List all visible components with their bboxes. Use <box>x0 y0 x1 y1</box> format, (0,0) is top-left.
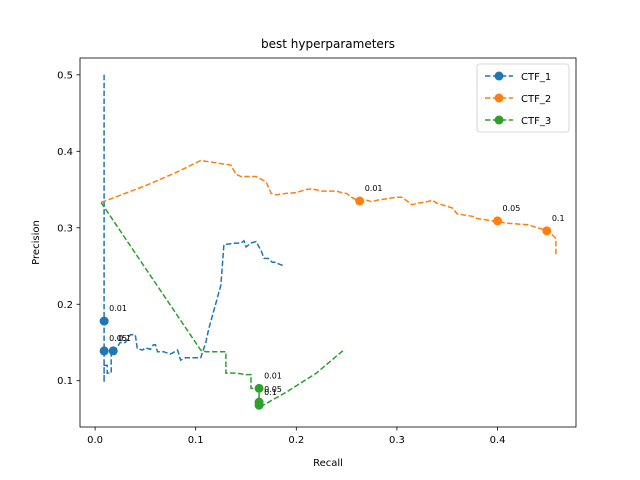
legend-marker <box>494 115 504 125</box>
annotation-ctf_3-2: 0.05 <box>264 385 282 394</box>
x-tick-label: 0.2 <box>288 435 304 446</box>
y-tick-label: 0.3 <box>57 223 73 234</box>
annotations: 0.010.050.10.010.050.10.010.050.1 <box>109 184 564 397</box>
annotation-ctf_2-2: 0.05 <box>503 204 521 213</box>
annotation-ctf_3-3: 0.1 <box>264 388 277 397</box>
annotation-ctf_1-1: 0.01 <box>109 304 127 313</box>
y-tick-label: 0.1 <box>57 376 73 387</box>
legend-marker <box>494 71 504 81</box>
marker-ctf_3-3 <box>254 400 264 410</box>
plot-frame <box>79 57 577 428</box>
marker-ctf_1-3 <box>108 346 118 356</box>
legend-label: CTF_2 <box>521 94 551 105</box>
chart-title: best hyperparameters <box>261 37 395 51</box>
annotation-ctf_1-3: 0.1 <box>118 334 131 343</box>
legend-item-ctf_2: CTF_2 <box>485 93 551 105</box>
plot-area: 0.010.050.10.010.050.10.010.050.1 <box>79 57 577 428</box>
x-tick-label: 0.1 <box>188 435 204 446</box>
x-tick-label: 0.3 <box>389 435 405 446</box>
y-tick-label: 0.2 <box>57 300 73 311</box>
legend-item-ctf_3: CTF_3 <box>485 115 551 127</box>
series-ctf_1 <box>99 74 285 383</box>
x-axis-label: Recall <box>313 458 343 469</box>
annotation-ctf_2-1: 0.01 <box>365 184 383 193</box>
legend-label: CTF_1 <box>521 72 551 83</box>
series-line-ctf_3 <box>100 202 345 409</box>
marker-ctf_2-1 <box>355 196 365 206</box>
x-axis: 0.0 0.1 0.2 0.3 0.4 <box>87 427 505 446</box>
marker-ctf_2-2 <box>493 216 503 226</box>
series-ctf_2 <box>100 159 557 257</box>
y-tick-label: 0.5 <box>57 70 73 81</box>
legend-label: CTF_3 <box>521 116 551 127</box>
legend-item-ctf_1: CTF_1 <box>485 71 551 83</box>
series-layer <box>99 74 557 410</box>
annotation-ctf_1-2: 0.05 <box>109 334 127 343</box>
marker-ctf_1-1 <box>99 316 109 326</box>
y-axis-label: Precision <box>31 220 42 265</box>
x-tick-label: 0.4 <box>490 435 506 446</box>
series-line-ctf_2 <box>100 159 557 257</box>
y-tick-label: 0.4 <box>57 147 73 158</box>
legend: CTF_1 CTF_2 CTF_3 <box>476 63 570 133</box>
x-tick-label: 0.0 <box>87 435 103 446</box>
marker-ctf_2-3 <box>542 226 552 236</box>
marker-ctf_3-1 <box>254 383 264 393</box>
legend-box <box>476 63 570 133</box>
annotation-ctf_3-1: 0.01 <box>264 371 282 380</box>
annotation-ctf_2-3: 0.1 <box>552 214 565 223</box>
legend-marker <box>494 93 504 103</box>
y-axis: 0.1 0.2 0.3 0.4 0.5 <box>57 70 80 387</box>
series-ctf_3 <box>100 202 345 410</box>
marker-ctf_1-2 <box>99 346 109 356</box>
